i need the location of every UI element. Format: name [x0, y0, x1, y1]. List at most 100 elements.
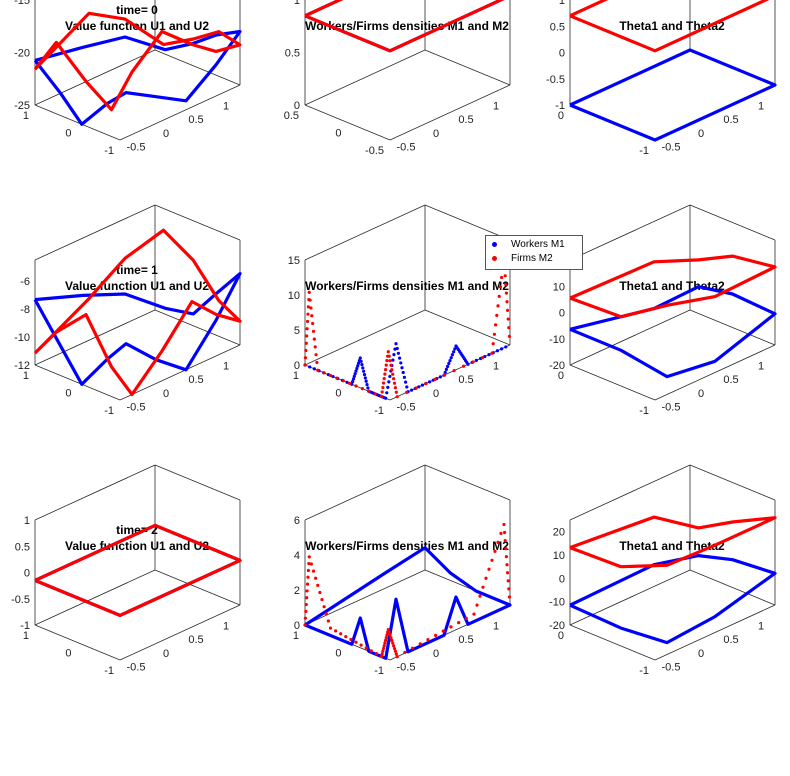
z-tick-label: 0 — [24, 568, 30, 580]
z-tick-label: 0.5 — [285, 48, 300, 60]
series-m2-point — [506, 308, 510, 312]
series-m2 — [303, 522, 511, 659]
series-m2-point — [392, 381, 397, 385]
subplot-title: Workers/Firms densities M1 and M2 — [305, 539, 509, 553]
series-m1-point — [392, 353, 396, 357]
x-tick-label: 0 — [433, 388, 439, 400]
z-tick-label: -8 — [20, 304, 30, 316]
series-m2-point — [315, 360, 319, 365]
series-m2-point — [308, 298, 312, 302]
series-m2-point — [394, 652, 398, 656]
series-m2-point — [341, 379, 345, 383]
series-m2-point — [382, 644, 386, 648]
series-m1-line — [304, 546, 512, 660]
z-tick-label: 5 — [294, 325, 300, 337]
x-tick-label: -0.5 — [662, 142, 681, 154]
subplot-m-t1: Workers/Firms densities M1 and M21510501… — [288, 204, 511, 417]
box-edge — [119, 344, 241, 401]
x-tick-label: 0 — [698, 128, 704, 140]
series-m2-point — [334, 629, 338, 633]
z-tick-label: 0 — [294, 100, 300, 112]
subplot-title: Value function U1 and U2 — [65, 279, 209, 293]
series-m2-point — [311, 329, 316, 333]
series-m2-point — [503, 274, 507, 278]
series-m2-point — [379, 654, 384, 659]
series-m2-point — [394, 390, 398, 394]
series-m2-point — [457, 620, 461, 625]
series-m2-point — [449, 625, 453, 629]
box-edge — [34, 364, 121, 401]
z-tick-label: -10 — [549, 597, 565, 609]
series-m1-point — [361, 366, 365, 370]
z-tick-label: -20 — [549, 360, 565, 372]
y-tick-label: 1 — [23, 630, 29, 642]
series-m1-point — [351, 380, 355, 384]
series-m1-point — [354, 369, 358, 373]
series-m2-point — [326, 619, 330, 623]
series-m2-point — [418, 642, 422, 646]
series-m2-point — [506, 579, 510, 583]
box-edge — [154, 464, 241, 501]
y-tick-label: -1 — [639, 665, 649, 677]
box-edge — [689, 309, 776, 346]
series-m2-point — [324, 612, 328, 616]
series-m2-point — [498, 285, 502, 289]
series-m1-point — [353, 372, 357, 376]
series-m1-point — [386, 385, 390, 389]
z-tick-label: -20 — [549, 620, 565, 632]
legend-entry-workers: Workers M1 — [492, 238, 565, 252]
x-tick-label: 1 — [223, 620, 229, 632]
y-tick-label: -1 — [104, 405, 114, 417]
subplot-title: Workers/Firms densities M1 and M2 — [305, 279, 509, 293]
series-m2-point — [434, 633, 438, 637]
z-tick-label: 20 — [553, 527, 565, 539]
series-m2-point — [390, 368, 394, 372]
series-m1-point — [360, 363, 364, 367]
x-tick-label: 1 — [758, 100, 764, 112]
series-m2-point — [310, 314, 314, 318]
series-m2-line — [304, 0, 505, 53]
series-m2-point — [388, 359, 392, 363]
series-m2-point — [307, 290, 311, 294]
series-m2-point — [381, 381, 386, 385]
series-m2-point — [305, 334, 309, 338]
series-m2-point — [496, 304, 500, 308]
box-edge — [304, 104, 391, 141]
z-tick-label: -12 — [14, 360, 30, 372]
box-edge — [654, 344, 776, 401]
subplot-m-t0: Workers/Firms densities M1 and M210.500.… — [284, 0, 511, 157]
series-m1-point — [398, 356, 402, 360]
subplot-title: Theta1 and Theta2 — [619, 539, 725, 553]
legend-marker-workers — [492, 241, 497, 247]
x-tick-label: -0.5 — [127, 142, 146, 154]
x-tick-label: -0.5 — [127, 662, 146, 674]
y-tick-label: 0 — [65, 388, 71, 400]
x-tick-label: 0.5 — [458, 114, 473, 126]
series-m1-point — [402, 375, 406, 379]
box-edge — [689, 569, 776, 606]
series-m1-point — [385, 391, 389, 395]
series-m1-point — [447, 361, 451, 366]
box-edge — [424, 49, 511, 86]
z-tick-label: 10 — [553, 550, 565, 562]
box-edge — [689, 204, 776, 241]
series-m2-point — [303, 623, 307, 627]
subplot-title: Value function U1 and U2 — [65, 539, 209, 553]
x-tick-label: 1 — [493, 100, 499, 112]
z-tick-label: 0 — [559, 48, 565, 60]
series-m2-point — [393, 386, 398, 390]
series-m2-point — [410, 646, 415, 650]
y-tick-label: 0 — [558, 630, 564, 642]
x-tick-label: 0 — [163, 648, 169, 660]
series-m1-point — [345, 380, 349, 384]
box-edge — [569, 309, 691, 366]
series-m1-point — [308, 365, 312, 369]
series-m2-point — [393, 649, 398, 653]
x-tick-label: 1 — [758, 620, 764, 632]
y-tick-label: 0 — [558, 370, 564, 382]
x-tick-label: 1 — [223, 360, 229, 372]
series-m1-point — [448, 359, 452, 363]
series-m2-point — [307, 562, 311, 566]
y-tick-label: -0.5 — [365, 145, 384, 157]
